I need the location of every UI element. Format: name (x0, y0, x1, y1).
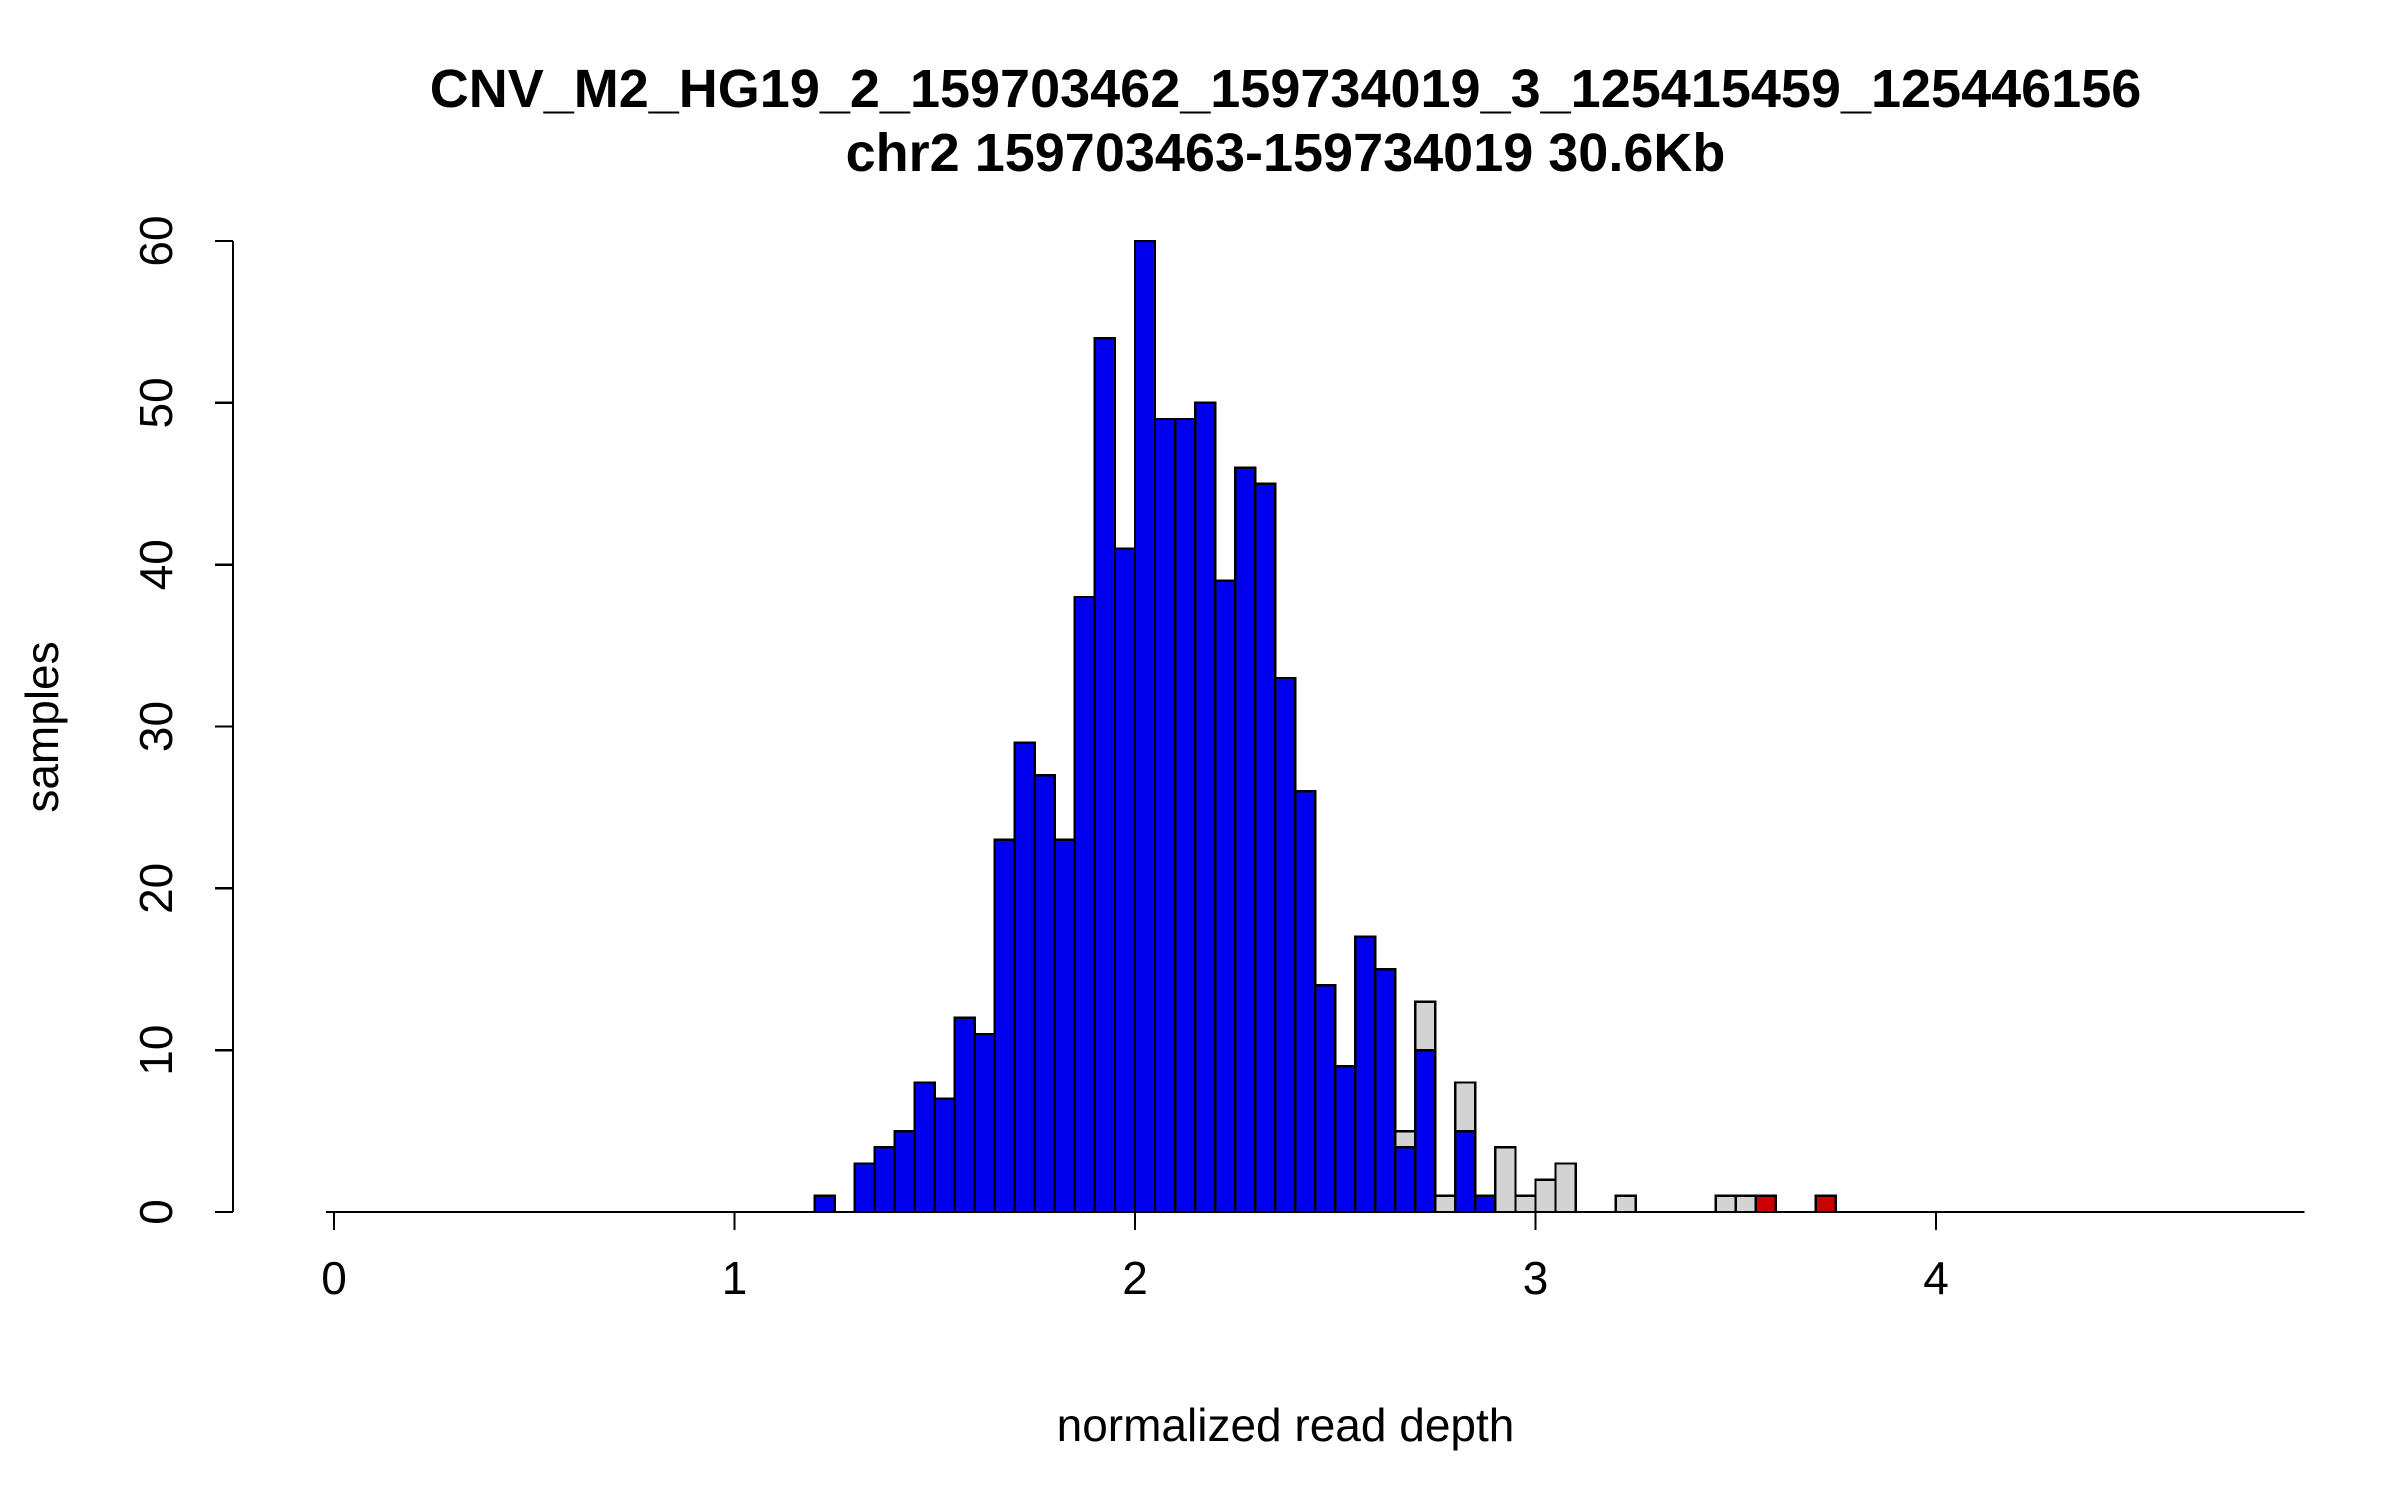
histogram-bar-gray (1714, 1194, 1737, 1214)
chart-subtitle: chr2 159703463-159734019 30.6Kb (845, 122, 1726, 183)
histogram-bar-gray (1494, 1146, 1517, 1214)
y-tick-label: 50 (130, 377, 182, 428)
histogram-bar-blue (813, 1194, 836, 1214)
x-axis-label: normalized read depth (1056, 1399, 1515, 1451)
histogram-bar-blue (1133, 239, 1157, 1214)
histogram-bar-blue (1314, 984, 1337, 1214)
histogram-bar-blue (853, 1162, 876, 1214)
histogram-bar-gray (1554, 1162, 1577, 1214)
histogram-bar-blue (1354, 935, 1377, 1214)
x-tick-label: 2 (1122, 1252, 1148, 1304)
histogram-bar-blue (1474, 1194, 1497, 1214)
histogram-bar-blue (933, 1097, 956, 1214)
histogram-bar-red (1814, 1194, 1838, 1214)
y-tick-label: 0 (130, 1199, 182, 1225)
y-tick-label: 60 (130, 215, 182, 266)
x-tick-label: 3 (1523, 1252, 1549, 1304)
histogram-bar-red (1754, 1194, 1778, 1214)
title-block: CNV_M2_HG19_2_159703462_159734019_3_1254… (233, 58, 2338, 185)
histogram-bar-blue (1253, 482, 1277, 1214)
histogram-bar-gray (1434, 1194, 1457, 1214)
chart-title: CNV_M2_HG19_2_159703462_159734019_3_1254… (429, 59, 2142, 119)
histogram-bar-blue (993, 838, 1017, 1214)
histogram-bar-blue (1394, 1146, 1417, 1214)
y-tick-label: 20 (130, 863, 182, 914)
histogram-bar-gray (1614, 1194, 1637, 1214)
histogram-bar-blue (1113, 547, 1137, 1214)
histogram-bar-blue (1334, 1065, 1357, 1214)
histogram-bar-blue (1173, 417, 1197, 1214)
histogram-bar-blue (953, 1016, 977, 1214)
histogram-bar-blue (1033, 773, 1057, 1214)
x-tick-label: 4 (1923, 1252, 1949, 1304)
x-tick-label: 0 (321, 1252, 347, 1304)
histogram-bar-blue (1374, 968, 1397, 1214)
histogram-bar-blue (1454, 1129, 1477, 1214)
y-tick-label: 30 (130, 701, 182, 752)
histogram-bar-blue (1213, 579, 1237, 1214)
histogram-bar-blue (1293, 790, 1317, 1214)
histogram-bar-blue (1053, 838, 1077, 1214)
x-tick-label: 1 (722, 1252, 748, 1304)
histogram-bar-blue (1093, 336, 1117, 1214)
histogram-bar-blue (913, 1081, 936, 1214)
y-tick-label: 40 (130, 539, 182, 590)
histogram-bar-gray (1514, 1194, 1537, 1214)
histogram-bar-blue (1073, 595, 1097, 1214)
histogram-bar-blue (973, 1032, 997, 1214)
histogram-bar-blue (1273, 676, 1297, 1214)
y-tick-label: 10 (130, 1025, 182, 1076)
histogram-bar-gray (1534, 1178, 1557, 1214)
histogram-bar-blue (1193, 401, 1217, 1214)
histogram-bar-blue (1233, 466, 1257, 1214)
histogram-bar-blue (1153, 417, 1177, 1214)
histogram-bar-blue (1013, 741, 1037, 1214)
y-axis-label: samples (16, 641, 68, 813)
histogram-bar-gray (1734, 1194, 1757, 1214)
histogram-bar-blue (1414, 1048, 1437, 1214)
histogram-bar-blue (893, 1129, 916, 1214)
histogram-bar-blue (873, 1146, 896, 1214)
